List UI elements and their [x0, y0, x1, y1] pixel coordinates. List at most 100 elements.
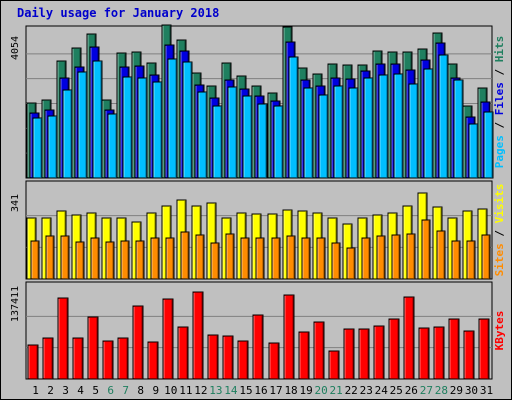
x-tick-label-day-8: 8 [137, 384, 144, 397]
bar-kbytes-22 [343, 328, 355, 380]
bar-sites-5 [90, 237, 100, 280]
bar-sites-17 [271, 237, 281, 280]
bar-sites-14 [225, 233, 235, 280]
x-tick-label-day-29: 29 [450, 384, 463, 397]
bar-pages-31 [483, 111, 494, 179]
series-label: Pages [493, 135, 506, 168]
x-tick-label-day-16: 16 [254, 384, 267, 397]
bar-sites-9 [150, 237, 160, 280]
x-tick-label-day-23: 23 [360, 384, 373, 397]
bar-sites-2 [45, 235, 55, 280]
bar-pages-18 [288, 56, 299, 179]
bar-kbytes-31 [478, 318, 490, 380]
bar-pages-13 [212, 105, 223, 179]
bar-pages-11 [182, 61, 193, 179]
panel-visits_sites-series-labels: Sites / Visits [493, 184, 506, 277]
bar-pages-25 [393, 73, 404, 179]
x-tick-label-day-19: 19 [299, 384, 312, 397]
bar-pages-29 [453, 79, 464, 179]
bar-sites-27 [421, 219, 431, 280]
series-label: Hits [493, 36, 506, 63]
x-tick-label-day-3: 3 [62, 384, 69, 397]
bar-sites-31 [481, 234, 491, 280]
bar-sites-16 [255, 237, 265, 280]
bar-kbytes-6 [102, 340, 114, 380]
bar-kbytes-1 [27, 344, 39, 380]
bar-pages-21 [333, 85, 344, 179]
bar-pages-24 [378, 74, 389, 179]
bar-pages-23 [363, 77, 374, 179]
bar-kbytes-2 [42, 337, 54, 380]
bar-sites-12 [195, 234, 205, 280]
bar-pages-17 [273, 105, 284, 179]
bar-sites-22 [346, 247, 356, 280]
x-tick-label-day-31: 31 [480, 384, 493, 397]
x-tick-label-day-30: 30 [465, 384, 478, 397]
bar-kbytes-27 [418, 327, 430, 380]
bar-sites-26 [406, 233, 416, 280]
bar-kbytes-8 [132, 305, 144, 380]
bar-sites-21 [331, 242, 341, 280]
bar-kbytes-21 [328, 350, 340, 380]
bar-pages-1 [32, 117, 43, 179]
x-tick-label-day-13: 13 [209, 384, 222, 397]
x-tick-label-day-17: 17 [269, 384, 282, 397]
bar-kbytes-24 [373, 325, 385, 380]
x-tick-label-day-20: 20 [315, 384, 328, 397]
bar-kbytes-16 [252, 314, 264, 380]
panel-kbytes-scale-label: 137411 [10, 286, 21, 322]
series-label: / [493, 223, 506, 243]
x-tick-label-day-28: 28 [435, 384, 448, 397]
bar-kbytes-19 [298, 331, 310, 380]
series-label: / [493, 62, 506, 82]
x-tick-label-day-9: 9 [152, 384, 159, 397]
bar-pages-6 [107, 113, 118, 179]
x-tick-label-day-6: 6 [107, 384, 114, 397]
bar-pages-14 [227, 86, 238, 179]
bar-pages-9 [152, 81, 163, 179]
x-tick-label-day-21: 21 [330, 384, 343, 397]
bar-sites-11 [180, 231, 190, 280]
bar-pages-3 [62, 89, 73, 179]
bar-sites-25 [391, 234, 401, 280]
bar-sites-18 [286, 235, 296, 280]
x-tick-label-day-10: 10 [164, 384, 177, 397]
bar-kbytes-3 [57, 297, 69, 380]
bar-sites-30 [466, 240, 476, 280]
bar-sites-29 [451, 240, 461, 280]
bar-pages-4 [77, 71, 88, 179]
bar-kbytes-23 [358, 328, 370, 380]
panel-visits_sites-scale-label: 341 [10, 194, 21, 212]
series-label: Sites [493, 243, 506, 276]
bar-sites-19 [301, 237, 311, 280]
bar-kbytes-20 [313, 321, 325, 380]
bar-pages-20 [318, 94, 329, 179]
bar-pages-2 [47, 115, 58, 179]
x-tick-label-day-1: 1 [32, 384, 39, 397]
bar-sites-3 [60, 235, 70, 280]
chart-title: Daily usage for January 2018 [17, 6, 220, 20]
bar-kbytes-18 [283, 294, 295, 380]
bar-sites-15 [240, 237, 250, 280]
series-label: / [493, 115, 506, 135]
bar-kbytes-9 [147, 341, 159, 380]
bar-pages-10 [167, 58, 178, 179]
bar-pages-19 [303, 87, 314, 179]
bar-sites-20 [316, 237, 326, 280]
bar-sites-1 [30, 240, 40, 280]
bar-pages-28 [438, 54, 449, 179]
bar-sites-23 [361, 237, 371, 280]
bar-kbytes-29 [448, 318, 460, 380]
x-tick-label-day-2: 2 [47, 384, 54, 397]
bar-kbytes-25 [388, 318, 400, 380]
bar-pages-16 [257, 103, 268, 179]
x-tick-label-day-24: 24 [375, 384, 389, 397]
panel-hits_files_pages-series-labels: Pages / Files / Hits [493, 36, 506, 169]
series-label: Visits [493, 184, 506, 224]
bar-pages-30 [468, 123, 479, 179]
x-tick-label-day-11: 11 [179, 384, 192, 397]
x-tick-label-day-4: 4 [77, 384, 84, 397]
bar-sites-13 [210, 242, 220, 280]
x-tick-label-day-5: 5 [92, 384, 99, 397]
bar-sites-10 [165, 237, 175, 280]
